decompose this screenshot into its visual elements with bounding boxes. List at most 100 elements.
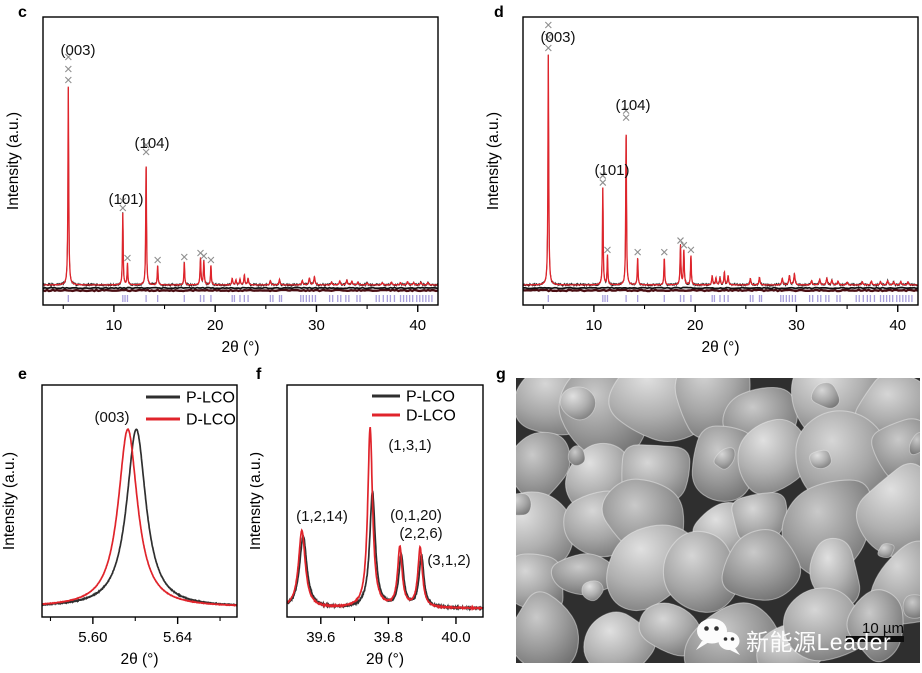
observed-marker [687, 246, 695, 254]
observed-marker [604, 246, 611, 254]
axis-box [42, 16, 439, 306]
x-tick-label: 40.0 [441, 629, 470, 646]
observed-marker [544, 33, 552, 41]
y-axis-label: Intensity (a.u.) [250, 452, 264, 550]
observed-marker [64, 65, 72, 73]
observed-marker [599, 179, 607, 186]
x-tick-label: 20 [687, 317, 704, 334]
sem-particle-small [567, 445, 586, 467]
sem-particle [721, 529, 802, 601]
wechat-eye [704, 626, 709, 631]
legend-label-p-lco: P-LCO [406, 389, 455, 406]
sem-particle-small [902, 594, 920, 619]
observed-marker [200, 252, 208, 260]
panel-label-d: d [494, 4, 504, 21]
sem-particle-small [559, 386, 597, 421]
peak-annotation: (2,2,6) [399, 525, 442, 542]
y-axis-label: Intensity (a.u.) [5, 112, 22, 210]
observed-marker [634, 248, 642, 256]
wechat-eye [714, 626, 719, 631]
series-curve-d-lco [286, 426, 483, 611]
sem-particle-small [713, 447, 736, 470]
legend-label-d-lco: D-LCO [186, 412, 236, 429]
x-axis-label: 2θ (°) [701, 339, 739, 356]
observed-marker [64, 76, 72, 84]
difference-curve [42, 286, 439, 290]
x-tick-label: 5.64 [163, 629, 192, 646]
x-tick-label: 10 [586, 317, 603, 334]
xrd-rietveld-chart-c: 10 20 30 40 2θ (°) Intensity (a.u.) (003) (101)… [5, 16, 439, 356]
peak-annotation: (101) [594, 162, 629, 179]
y-axis-label: Intensity (a.u.) [485, 112, 502, 210]
observed-marker [119, 197, 127, 205]
wechat-bubble-large-tail [696, 641, 709, 650]
calculated-curve [523, 54, 918, 286]
peak-annotation: (1,2,14) [296, 508, 348, 525]
wechat-eye [723, 637, 728, 641]
peak-annotation: (003) [540, 29, 575, 46]
axis-box [522, 16, 919, 306]
x-tick-label: 40 [409, 317, 426, 334]
panel-label-c: c [18, 4, 27, 21]
sem-particle-small [810, 382, 840, 409]
peak-annotation: (3,1,2) [427, 552, 470, 569]
axis-box [286, 384, 484, 618]
peak-annotation: (003) [94, 409, 129, 426]
sem-particle [846, 589, 904, 663]
x-tick-label: 39.8 [374, 629, 403, 646]
sem-particle-small [809, 449, 832, 470]
observed-marker [544, 21, 552, 29]
peak-compare-chart-e: P-LCO D-LCO 5.60 5.64 2θ (°) Intensity (a.u.)… [1, 384, 238, 668]
panel-label-f: f [256, 366, 262, 383]
difference-curve [522, 286, 919, 290]
x-tick-label: 20 [207, 317, 224, 334]
panel-label-g: g [496, 366, 506, 383]
sem-particle-small [908, 432, 920, 456]
x-tick-label: 30 [308, 317, 325, 334]
wechat-bubble-small-tail [730, 648, 740, 655]
observed-curve [522, 54, 919, 288]
x-tick-label: 10 [106, 317, 123, 334]
observed-marker [142, 141, 150, 149]
peak-compare-chart-f: P-LCO D-LCO 39.6 39.8 40.0 2θ (°) Intensity (a… [250, 384, 484, 668]
wechat-icon [696, 618, 740, 655]
x-axis-label: 2θ (°) [120, 651, 158, 668]
peak-annotation: (104) [134, 135, 169, 152]
observed-marker [124, 254, 131, 262]
sem-particle-small [581, 580, 604, 602]
watermark-text: 新能源Leader [746, 629, 891, 655]
observed-marker [180, 253, 188, 261]
legend-label-p-lco: P-LCO [186, 390, 235, 407]
observed-marker [660, 248, 668, 256]
x-axis-label: 2θ (°) [366, 651, 404, 668]
x-axis-label: 2θ (°) [221, 339, 259, 356]
observed-marker [544, 44, 552, 52]
wechat-eye [730, 637, 735, 641]
observed-marker [119, 204, 127, 212]
peak-annotation: (003) [60, 42, 95, 59]
observed-marker [677, 237, 684, 244]
sem-particle [516, 591, 580, 663]
observed-curve [42, 87, 439, 288]
observed-marker [207, 256, 215, 264]
observed-marker [599, 172, 607, 179]
observed-marker [64, 53, 72, 61]
peak-annotation: (0,1,20) [390, 507, 442, 524]
peak-annotation: (101) [108, 191, 143, 208]
observed-marker [154, 256, 162, 264]
difference-curve [522, 288, 919, 293]
calculated-curve [43, 86, 438, 286]
observed-marker [142, 148, 150, 156]
difference-curve [42, 288, 439, 293]
sem-particle-small [877, 543, 895, 559]
panel-label-e: e [18, 366, 27, 383]
peak-annotation: (104) [615, 97, 650, 114]
observed-marker [622, 114, 630, 121]
x-tick-label: 39.6 [306, 629, 335, 646]
wechat-bubble-small [718, 632, 740, 650]
xrd-rietveld-chart-d: 10 20 30 40 2θ (°) Intensity (a.u.) (003) (101)… [485, 16, 919, 356]
sem-particle [855, 462, 920, 558]
series-curve-p-lco [41, 428, 238, 607]
x-tick-label: 5.60 [78, 629, 107, 646]
